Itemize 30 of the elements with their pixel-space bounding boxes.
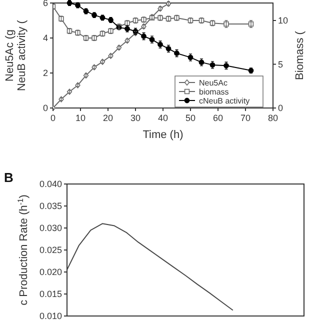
y-tick-label: 0.035 [39,201,62,212]
y-tick-label: 2 [42,68,48,78]
legend-label: Neu5Ac [199,78,228,88]
y-tick-label: 0.040 [39,179,62,190]
x-tick-label: 70 [240,113,251,123]
y-tick-label: 0.020 [39,267,62,278]
x-tick-label: 50 [185,113,196,123]
x-tick-label: 20 [102,113,114,123]
y-tick-label: 0 [42,103,48,114]
y-tick-label: 6 [42,0,48,8]
x-tick-label: 30 [130,113,141,123]
y2-tick-label: 0 [278,103,284,114]
y2-axis-title: Biomass ( [294,30,306,80]
legend-label: cNeuB activity [199,96,250,106]
y-tick-label: 0.025 [39,245,62,256]
chart-title: B [4,170,14,185]
x-axis-title: Time (h) [142,129,184,141]
x-tick-label: 10 [75,113,86,123]
y2-tick-label: 10 [278,16,288,26]
x-tick-label: 80 [268,113,278,123]
y-tick-label: 0.030 [39,223,62,234]
x-tick-label: 40 [158,113,168,123]
y-tick-label: 0.015 [39,289,62,300]
line-series [67,223,234,311]
y-tick-label: 0.010 [39,311,62,320]
y-axis-title: Neu5Ac (g NeuB activity ( [4,20,28,91]
y2-tick-label: 5 [278,59,284,70]
y-tick-label: 4 [42,33,48,44]
legend-label: biomass [199,87,229,96]
x-tick-label: 60 [212,113,224,123]
